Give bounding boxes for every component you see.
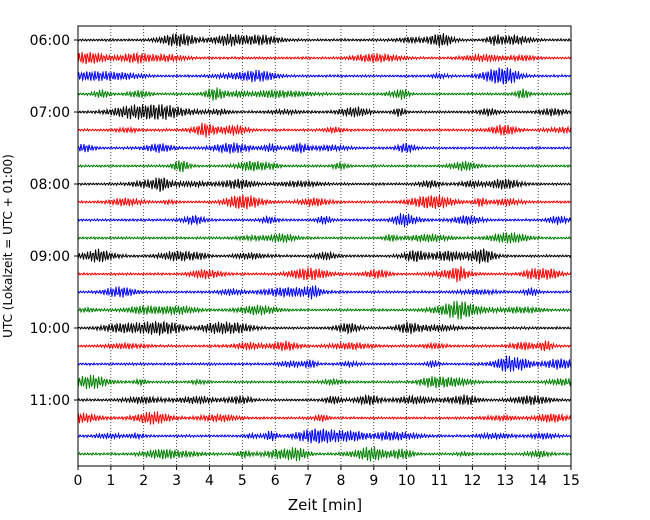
trace-line: [77, 248, 572, 264]
trace-line: [77, 160, 572, 173]
trace-line: [77, 285, 572, 300]
y-tick-label: 10:00: [30, 321, 70, 337]
y-tick-label: 06:00: [30, 33, 70, 49]
trace-line: [77, 428, 572, 444]
x-tick-label: 0: [74, 473, 83, 489]
trace-line: [77, 394, 572, 406]
trace-line: [77, 122, 572, 138]
x-tick-label: 8: [336, 473, 345, 489]
x-axis: 0 1 2 3 4 5 6 7 8 9 10 11 12 13 14 15: [74, 466, 580, 489]
x-tick-label: 9: [369, 473, 378, 489]
x-tick-label: 11: [431, 473, 449, 489]
x-tick-label: 2: [139, 473, 148, 489]
trace-line: [77, 66, 572, 85]
x-tick-label: 15: [562, 473, 580, 489]
trace-line: [77, 51, 572, 65]
trace-line: [77, 355, 572, 372]
trace-line: [77, 141, 572, 155]
y-axis-label: UTC (Lokalzeit = UTC + 01:00): [1, 154, 15, 338]
x-tick-label: 5: [238, 473, 247, 489]
x-tick-label: 3: [172, 473, 181, 489]
trace-line: [77, 87, 572, 101]
trace-line: [77, 32, 572, 48]
trace-lines: [77, 32, 572, 462]
y-tick-label: 07:00: [30, 105, 70, 121]
trace-line: [77, 212, 572, 228]
y-axis: 06:00 07:00 08:00 09:00 10:00 11:00: [30, 33, 78, 409]
trace-line: [77, 177, 572, 192]
x-axis-label: Zeit [min]: [288, 496, 362, 514]
trace-line: [77, 446, 572, 462]
trace-line: [77, 265, 572, 283]
trace-line: [77, 232, 572, 244]
x-tick-label: 4: [205, 473, 214, 489]
x-tick-label: 14: [529, 473, 547, 489]
trace-line: [77, 194, 572, 210]
plot-frame: [77, 25, 572, 467]
x-tick-label: 13: [496, 473, 514, 489]
x-tick-label: 7: [304, 473, 313, 489]
x-tick-label: 1: [106, 473, 115, 489]
trace-line: [77, 300, 572, 320]
trace-line: [77, 374, 572, 390]
y-tick-label: 08:00: [30, 177, 70, 193]
trace-line: [77, 320, 572, 337]
trace-line: [77, 340, 572, 352]
trace-line: [77, 411, 572, 425]
grid-lines: [110, 26, 539, 466]
y-tick-label: 11:00: [30, 393, 70, 409]
x-tick-label: 12: [463, 473, 481, 489]
x-tick-label: 10: [398, 473, 416, 489]
trace-line: [77, 104, 572, 120]
x-tick-label: 6: [271, 473, 280, 489]
y-tick-label: 09:00: [30, 249, 70, 265]
